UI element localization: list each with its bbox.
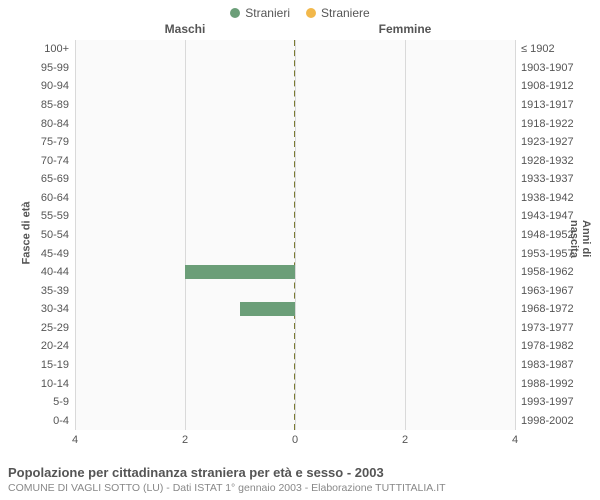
column-header-male: Maschi	[75, 22, 295, 36]
chart-row	[75, 77, 515, 96]
birth-year-label: 1988-1992	[517, 374, 583, 393]
birth-year-label: 1958-1962	[517, 263, 583, 282]
chart-row	[75, 319, 515, 338]
age-band-label: 95-99	[15, 59, 73, 78]
age-band-label: 30-34	[15, 300, 73, 319]
chart-row	[75, 263, 515, 282]
birth-year-label: 1978-1982	[517, 337, 583, 356]
chart-row	[75, 300, 515, 319]
chart-row	[75, 40, 515, 59]
chart: Maschi Femmine 100+95-9990-9485-8980-847…	[15, 22, 585, 450]
legend-item-male: Stranieri	[230, 6, 290, 20]
age-band-label: 85-89	[15, 96, 73, 115]
birth-year-label: ≤ 1902	[517, 40, 583, 59]
bar-male	[240, 302, 295, 316]
chart-row	[75, 96, 515, 115]
x-tick-label: 4	[72, 434, 78, 446]
age-band-label: 10-14	[15, 374, 73, 393]
age-band-label: 80-84	[15, 114, 73, 133]
age-band-label: 65-69	[15, 170, 73, 189]
birth-year-label: 1938-1942	[517, 189, 583, 208]
chart-row	[75, 244, 515, 263]
birth-year-label: 1913-1917	[517, 96, 583, 115]
age-band-label: 90-94	[15, 77, 73, 96]
age-band-label: 20-24	[15, 337, 73, 356]
x-tick-label: 4	[512, 434, 518, 446]
age-band-label: 100+	[15, 40, 73, 59]
age-band-label: 75-79	[15, 133, 73, 152]
chart-row	[75, 356, 515, 375]
chart-row	[75, 337, 515, 356]
chart-row	[75, 411, 515, 430]
age-band-label: 5-9	[15, 393, 73, 412]
gridline	[515, 40, 516, 430]
chart-row	[75, 189, 515, 208]
x-tick-label: 2	[402, 434, 408, 446]
plot-area: 02244	[75, 40, 515, 430]
birth-year-label: 1908-1912	[517, 77, 583, 96]
chart-row	[75, 151, 515, 170]
legend-label-female: Straniere	[321, 6, 370, 20]
x-tick-label: 0	[292, 434, 298, 446]
legend: Stranieri Straniere	[0, 0, 600, 22]
chart-subtitle: COMUNE DI VAGLI SOTTO (LU) - Dati ISTAT …	[8, 482, 592, 494]
legend-label-male: Stranieri	[245, 6, 290, 20]
legend-item-female: Straniere	[306, 6, 370, 20]
column-header-female: Femmine	[295, 22, 515, 36]
bar-male	[185, 265, 295, 279]
legend-swatch-male	[230, 8, 240, 18]
age-band-label: 0-4	[15, 411, 73, 430]
chart-row	[75, 207, 515, 226]
x-tick-label: 2	[182, 434, 188, 446]
age-band-label: 40-44	[15, 263, 73, 282]
birth-year-label: 1903-1907	[517, 59, 583, 78]
birth-year-label: 1933-1937	[517, 170, 583, 189]
chart-row	[75, 133, 515, 152]
legend-swatch-female	[306, 8, 316, 18]
age-band-label: 70-74	[15, 151, 73, 170]
birth-year-label: 1928-1932	[517, 151, 583, 170]
y-axis-title-right: Anni di nascita	[568, 220, 592, 258]
age-band-label: 35-39	[15, 281, 73, 300]
chart-row	[75, 374, 515, 393]
chart-row	[75, 114, 515, 133]
footer: Popolazione per cittadinanza straniera p…	[8, 465, 592, 494]
birth-year-label: 1998-2002	[517, 411, 583, 430]
chart-row	[75, 59, 515, 78]
column-headers: Maschi Femmine	[75, 22, 515, 36]
birth-year-label: 1963-1967	[517, 281, 583, 300]
age-band-label: 25-29	[15, 319, 73, 338]
chart-title: Popolazione per cittadinanza straniera p…	[8, 465, 592, 480]
chart-row	[75, 393, 515, 412]
birth-year-label: 1923-1927	[517, 133, 583, 152]
birth-year-label: 1983-1987	[517, 356, 583, 375]
chart-row	[75, 281, 515, 300]
chart-row	[75, 226, 515, 245]
age-band-label: 15-19	[15, 356, 73, 375]
birth-year-label: 1993-1997	[517, 393, 583, 412]
birth-year-label: 1968-1972	[517, 300, 583, 319]
y-axis-title-left: Fasce di età	[20, 202, 32, 265]
birth-year-label: 1918-1922	[517, 114, 583, 133]
chart-row	[75, 170, 515, 189]
birth-year-label: 1973-1977	[517, 319, 583, 338]
